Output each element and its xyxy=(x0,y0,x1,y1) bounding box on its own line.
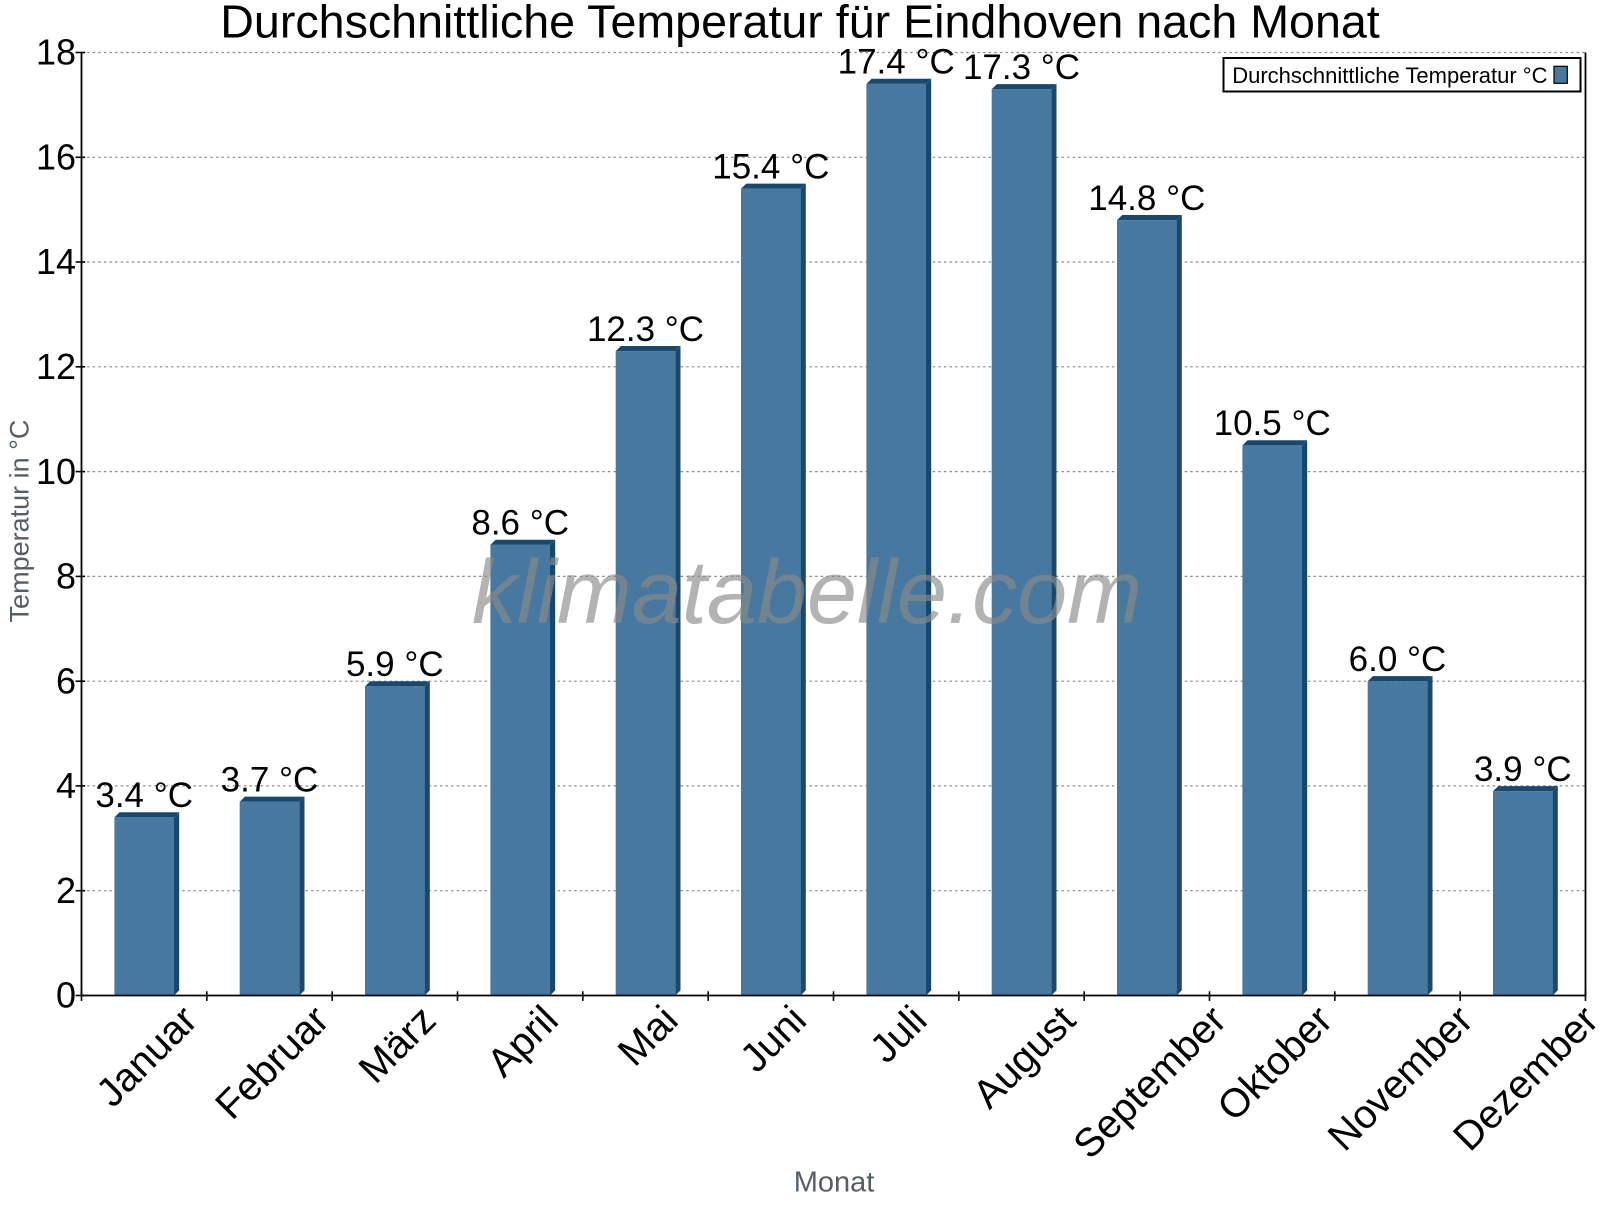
svg-text:6: 6 xyxy=(56,660,76,701)
svg-text:2: 2 xyxy=(56,870,76,911)
svg-text:18: 18 xyxy=(36,32,76,73)
svg-text:12: 12 xyxy=(36,346,76,387)
svg-text:17.3 °C: 17.3 °C xyxy=(963,48,1080,87)
svg-text:8.6 °C: 8.6 °C xyxy=(471,504,569,543)
svg-text:3.4 °C: 3.4 °C xyxy=(95,776,193,815)
svg-text:17.4 °C: 17.4 °C xyxy=(838,43,955,82)
svg-text:klimatabelle.com: klimatabelle.com xyxy=(472,543,1142,643)
svg-text:4: 4 xyxy=(56,765,76,806)
svg-text:Durchschnittliche Temperatur f: Durchschnittliche Temperatur für Eindhov… xyxy=(220,0,1379,48)
svg-text:Durchschnittliche Temperatur °: Durchschnittliche Temperatur °C xyxy=(1232,63,1547,88)
svg-text:15.4 °C: 15.4 °C xyxy=(712,147,829,186)
svg-text:14: 14 xyxy=(36,241,76,282)
svg-text:Temperatur in °C: Temperatur in °C xyxy=(5,420,35,623)
svg-text:16: 16 xyxy=(36,137,76,178)
svg-text:10.5 °C: 10.5 °C xyxy=(1214,404,1331,443)
svg-text:Monat: Monat xyxy=(794,1167,875,1199)
svg-text:8: 8 xyxy=(56,556,76,597)
svg-text:3.9 °C: 3.9 °C xyxy=(1474,750,1572,789)
svg-text:0: 0 xyxy=(56,975,76,1016)
svg-text:3.7 °C: 3.7 °C xyxy=(221,760,319,799)
svg-text:14.8 °C: 14.8 °C xyxy=(1088,179,1205,218)
svg-text:12.3 °C: 12.3 °C xyxy=(587,310,704,349)
svg-text:5.9 °C: 5.9 °C xyxy=(346,645,444,684)
svg-text:6.0 °C: 6.0 °C xyxy=(1349,640,1447,679)
svg-text:10: 10 xyxy=(36,451,76,492)
